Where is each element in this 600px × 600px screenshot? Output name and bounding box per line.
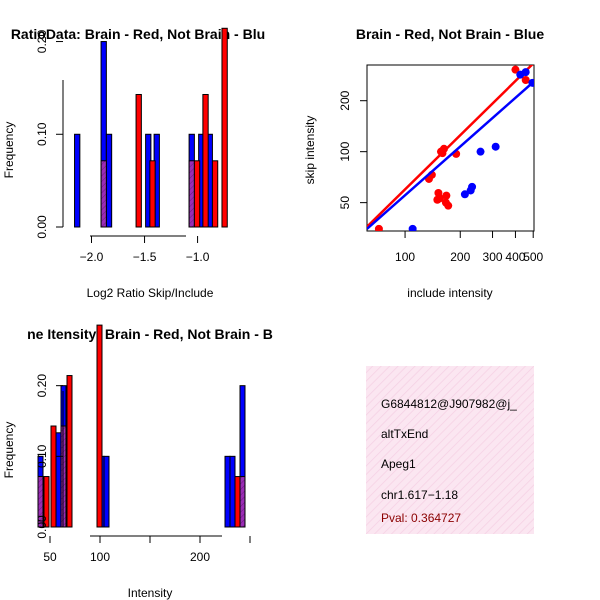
gene-hist-title: ne Itensity: Brain - Red, Not Brain - B bbox=[27, 326, 273, 342]
gene-hist-red-bar-1 bbox=[43, 476, 50, 528]
gene-hist-overlap-bar-0 bbox=[37, 476, 44, 528]
scatter-marks bbox=[367, 65, 534, 231]
scatter-not-brain-fit-line bbox=[367, 80, 534, 230]
genomic-location: chr1.617−1.18 bbox=[381, 488, 458, 502]
scatter-xtick-label-1: 200 bbox=[450, 250, 470, 264]
gene-hist-ytick-label-0: 0.00 bbox=[35, 515, 49, 539]
ratio-hist-red-bar-1 bbox=[135, 93, 142, 228]
scatter-brain-point-14 bbox=[521, 76, 530, 85]
ratio-hist-red-bar-7 bbox=[221, 27, 228, 228]
ratio-hist-red-bar-5 bbox=[202, 93, 209, 228]
scatter-title: Brain - Red, Not Brain - Blue bbox=[356, 26, 544, 42]
scatter-not-brain-point-3 bbox=[468, 182, 477, 191]
gene-hist-overlap-bar-7 bbox=[239, 476, 246, 528]
ratio-hist-blue-bar-0 bbox=[74, 133, 81, 228]
scatter-xtick-label-3: 400 bbox=[505, 250, 525, 264]
ratio-hist-ylabel: Frequency bbox=[2, 122, 16, 179]
ratio-hist-overlap-bar-0 bbox=[100, 160, 107, 228]
gene-hist-red-bar-2 bbox=[50, 425, 57, 528]
gene-hist-ytick-label-2: 0.20 bbox=[35, 374, 49, 398]
ratio-hist-ytick-label-2: 0.20 bbox=[35, 30, 49, 54]
gene-hist-blue-bar-1 bbox=[55, 432, 62, 528]
ratio-hist-overlap-bar-3 bbox=[188, 160, 195, 228]
ratio-hist-red-bar-2 bbox=[149, 160, 156, 228]
ratio-hist-xlabel: Log2 Ratio Skip/Include bbox=[87, 286, 214, 300]
event-type: altTxEnd bbox=[381, 427, 428, 441]
scatter-brain-point-10 bbox=[442, 191, 451, 200]
intensity-scatter-panel: Brain - Red, Not Brain - Blue 100 200 300 4… bbox=[303, 26, 544, 300]
ratio-hist-blue-bar-2 bbox=[105, 133, 113, 228]
scatter-xlabel: include intensity bbox=[407, 286, 492, 300]
scatter-brain-point-0 bbox=[374, 224, 383, 231]
gene-hist-red-bar-5 bbox=[96, 324, 103, 528]
gene-hist-blue-bar-5 bbox=[224, 455, 231, 528]
scatter-not-brain-point-5 bbox=[491, 142, 500, 151]
ratio-hist-ytick-label-0: 0.00 bbox=[35, 215, 49, 239]
scatter-ylabel: skip intensity bbox=[303, 116, 317, 185]
gene-hist-bars bbox=[37, 324, 246, 528]
gene-hist-red-bar-6 bbox=[234, 476, 241, 528]
gene-intensity-histogram-panel: ne Itensity: Brain - Red, Not Brain - B … bbox=[2, 324, 273, 600]
gene-hist-blue-bar-4 bbox=[103, 455, 110, 528]
gene-hist-red-bar-4 bbox=[66, 375, 73, 528]
ratio-hist-xtick-label-1: −1.5 bbox=[133, 250, 157, 264]
scatter-brain-point-11 bbox=[444, 201, 453, 210]
scatter-brain-point-13 bbox=[511, 65, 520, 74]
p-value: Pval: 0.364727 bbox=[381, 511, 461, 525]
gene-hist-xtick-label-3: 200 bbox=[190, 550, 210, 564]
scatter-frame bbox=[366, 64, 535, 232]
gene-name: Apeg1 bbox=[381, 457, 416, 471]
ratio-hist-bars bbox=[74, 27, 228, 228]
gene-hist-blue-bar-6 bbox=[229, 455, 236, 528]
ratio-hist-red-bar-6 bbox=[211, 160, 219, 228]
event-id: G6844812@J907982@j_ bbox=[381, 397, 517, 411]
scatter-ytick-label-0: 50 bbox=[338, 196, 352, 210]
scatter-xtick-label-4: 500 bbox=[523, 250, 543, 264]
gene-hist-ylabel: Frequency bbox=[2, 422, 16, 479]
gene-hist-xlabel: Intensity bbox=[128, 586, 173, 600]
ratio-hist-xtick-label-0: −2.0 bbox=[80, 250, 104, 264]
ratio-histogram-panel: RatioData: Brain - Red, Not Brain - Blu … bbox=[2, 26, 265, 300]
info-panel: G6844812@J907982@j_ altTxEnd Apeg1 chr1.… bbox=[366, 366, 534, 534]
scatter-not-brain-point-1 bbox=[460, 190, 469, 199]
scatter-brain-fit-line bbox=[367, 65, 534, 228]
scatter-not-brain-point-4 bbox=[476, 147, 485, 156]
scatter-xtick-label-0: 100 bbox=[395, 250, 415, 264]
gene-hist-xtick-label-1: 100 bbox=[90, 550, 110, 564]
ratio-hist-title: RatioData: Brain - Red, Not Brain - Blu bbox=[11, 26, 265, 42]
ratio-hist-xtick-label-2: −1.0 bbox=[186, 250, 210, 264]
scatter-not-brain-point-7 bbox=[521, 68, 530, 77]
gene-hist-xtick-label-0: 50 bbox=[43, 550, 57, 564]
scatter-ytick-label-1: 100 bbox=[338, 141, 352, 161]
ratio-hist-red-bar-4 bbox=[193, 160, 201, 228]
scatter-xtick-label-2: 300 bbox=[483, 250, 503, 264]
scatter-not-brain-point-0 bbox=[408, 224, 417, 231]
info-panel-background bbox=[366, 366, 534, 534]
ratio-hist-ytick-label-1: 0.10 bbox=[35, 122, 49, 146]
scatter-brain-point-5 bbox=[435, 194, 444, 203]
gene-hist-ytick-label-1: 0.10 bbox=[35, 444, 49, 468]
scatter-ytick-label-2: 200 bbox=[338, 90, 352, 110]
